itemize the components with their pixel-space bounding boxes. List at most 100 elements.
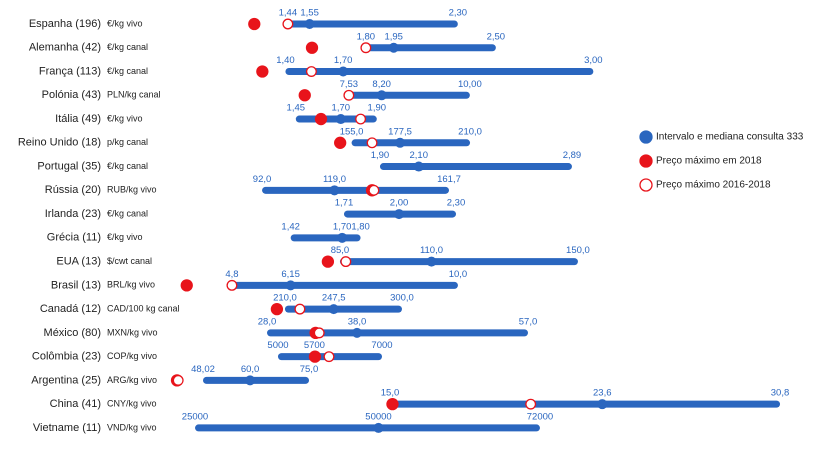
max-label: 2,30	[449, 8, 468, 19]
country-label: Itália (49)	[55, 113, 101, 125]
unit-label: CNY/kg vivo	[107, 399, 157, 409]
median-label: 1,70	[333, 221, 352, 232]
median-label: 1,55	[300, 8, 319, 19]
median-label: 38,0	[348, 316, 367, 327]
median-label: 247,5	[322, 293, 346, 304]
min-label: 210,0	[273, 293, 297, 304]
unit-label: BRL/kg vivo	[107, 280, 155, 290]
unit-label: MXN/kg vivo	[107, 327, 158, 337]
median-dot	[373, 422, 384, 433]
median-label: 110,0	[420, 245, 443, 256]
median-label: 177,5	[388, 126, 412, 137]
max-2018-dot	[180, 279, 193, 292]
unit-label: €/kg vivo	[107, 232, 143, 242]
unit-label: CAD/100 kg canal	[107, 303, 180, 313]
min-label: 1,90	[371, 150, 390, 161]
median-label: 2,10	[410, 150, 429, 161]
median-dot	[335, 114, 346, 125]
max-label: 1,80	[351, 221, 370, 232]
legend-marker	[639, 178, 653, 192]
median-dot	[328, 304, 339, 315]
median-label: 6,15	[281, 269, 300, 280]
min-label: 7,53	[340, 79, 359, 90]
median-label: 8,20	[372, 79, 391, 90]
range-bar	[287, 20, 458, 28]
range-bar	[195, 424, 540, 432]
max-2016-2018-dot	[226, 279, 238, 291]
min-label: 1,71	[335, 198, 354, 209]
median-label: 60,0	[241, 364, 260, 375]
median-label: 23,6	[593, 388, 612, 399]
max-label: 150,0	[566, 245, 590, 256]
legend-marker	[639, 154, 653, 168]
max-2016-2018-dot	[313, 327, 325, 339]
country-label: França (113)	[39, 65, 101, 77]
country-label: Portugal (35)	[37, 160, 101, 172]
unit-label: RUB/kg vivo	[107, 185, 157, 195]
min-label: 4,8	[225, 269, 238, 280]
median-label: 1,95	[384, 31, 403, 42]
median-dot	[304, 19, 315, 29]
country-label: Espanha (196)	[29, 18, 101, 30]
country-label: Argentina (25)	[31, 374, 101, 386]
country-label: Rússia (20)	[45, 184, 101, 196]
legend-label: Intervalo e mediana consulta 333	[656, 132, 804, 143]
max-2018-dot	[321, 255, 335, 268]
median-label: 2,00	[390, 198, 409, 209]
range-bar	[379, 163, 572, 171]
max-label: 10,00	[458, 79, 482, 90]
country-label: China (41)	[50, 398, 101, 410]
country-label: Alemanha (42)	[29, 42, 101, 54]
median-dot	[597, 399, 608, 410]
range-bar	[290, 234, 361, 242]
range-bar	[339, 258, 578, 266]
max-label: 75,0	[300, 364, 319, 375]
median-dot	[376, 90, 387, 101]
legend-marker	[639, 130, 653, 144]
range-bar	[231, 281, 458, 289]
max-label: 2,50	[487, 31, 506, 42]
max-2018-dot	[256, 65, 269, 78]
max-2018-dot	[305, 41, 319, 54]
range-bar	[267, 329, 528, 337]
min-label: 92,0	[253, 174, 272, 185]
country-label: Vietname (11)	[33, 422, 101, 434]
country-label: Brasil (13)	[51, 279, 101, 291]
median-label: 50000	[365, 411, 391, 422]
max-label: 72000	[527, 411, 553, 422]
range-bar	[348, 91, 470, 99]
min-label: 25000	[182, 411, 208, 422]
min-label: 85,0	[331, 245, 350, 256]
max-label: 210,0	[458, 126, 482, 137]
range-bar	[351, 139, 471, 147]
country-label: Canadá (12)	[40, 303, 101, 315]
median-dot	[245, 375, 256, 386]
median-label: 119,0	[323, 174, 346, 185]
median-label: 1,70	[332, 103, 351, 114]
min-label: 155,0	[340, 126, 364, 137]
range-bar	[285, 68, 594, 76]
max-label: 10,0	[449, 269, 468, 280]
legend-label: Preço máximo em 2018	[656, 156, 762, 167]
unit-label: €/kg canal	[107, 42, 148, 52]
country-label: Polónia (43)	[42, 89, 101, 101]
min-label: 1,45	[287, 103, 306, 114]
median-dot	[394, 209, 405, 220]
unit-label: $/cwt canal	[107, 256, 152, 266]
max-label: 2,89	[563, 150, 582, 161]
max-label: 7000	[371, 340, 392, 351]
min-label: 5000	[267, 340, 288, 351]
unit-label: €/kg canal	[107, 161, 148, 171]
unit-label: ARG/kg vivo	[107, 375, 157, 385]
median-label: 5700	[304, 340, 325, 351]
median-dot	[413, 161, 424, 172]
median-dot	[337, 232, 348, 243]
median-dot	[426, 256, 437, 267]
range-bar	[365, 44, 496, 52]
max-label: 2,30	[447, 198, 466, 209]
unit-label: €/kg canal	[107, 208, 148, 218]
max-2018-dot	[248, 17, 261, 31]
max-2016-2018-dot	[360, 42, 372, 54]
min-label: 1,44	[279, 8, 298, 19]
